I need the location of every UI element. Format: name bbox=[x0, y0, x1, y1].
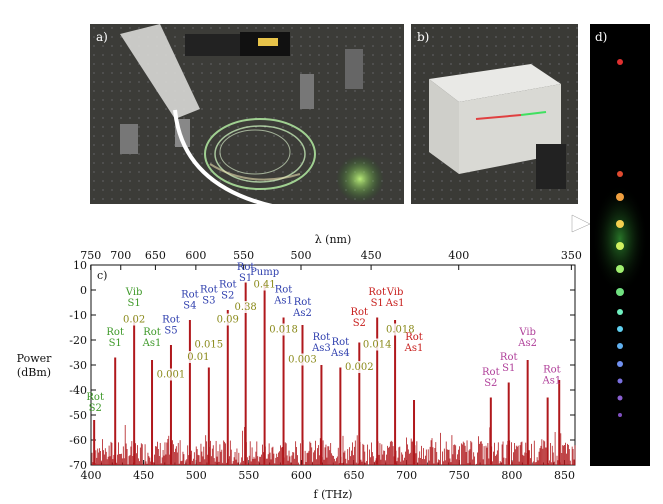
line-label: Rot S1 bbox=[237, 262, 255, 284]
top-tick-label: 450 bbox=[361, 249, 382, 262]
panel-c-label: c) bbox=[97, 269, 107, 282]
value-label-bg bbox=[212, 313, 243, 326]
top-tick-label: 700 bbox=[110, 249, 131, 262]
connector-arrow bbox=[173, 109, 576, 225]
line-label: Rot As4 bbox=[330, 337, 350, 359]
top-tick-label: 750 bbox=[80, 249, 101, 262]
line-label: Rot As1 bbox=[273, 285, 293, 307]
top-tick-label: 650 bbox=[145, 249, 166, 262]
y-tick-label: -60 bbox=[69, 434, 87, 447]
line-label: Rot As2 bbox=[292, 297, 312, 319]
x-tick-label: 750 bbox=[449, 469, 470, 482]
x-axis-label: f (THz) bbox=[314, 488, 353, 501]
line-label: Rot S5 bbox=[162, 315, 180, 337]
y-tick-label: -70 bbox=[69, 459, 87, 472]
value-label-bg bbox=[344, 361, 375, 373]
enclosure-illustration bbox=[411, 24, 578, 204]
spectrum-dots-illustration bbox=[592, 59, 648, 417]
photo-b-enclosure: b) bbox=[411, 24, 578, 204]
line-label: Rot As3 bbox=[311, 332, 331, 354]
x-tick-label: 400 bbox=[81, 469, 102, 482]
x-tick-label: 450 bbox=[133, 469, 154, 482]
panel-b-label: b) bbox=[417, 30, 430, 44]
line-label: Rot S2 bbox=[351, 307, 369, 329]
top-tick-label: 600 bbox=[185, 249, 206, 262]
line-label: Rot S2 bbox=[482, 367, 500, 389]
value-label-bg bbox=[268, 323, 299, 336]
value-label-bg bbox=[385, 323, 416, 336]
line-label: Rot S1 bbox=[500, 352, 518, 374]
line-label: Pump bbox=[250, 267, 279, 278]
line-label: Rot S2 bbox=[86, 392, 104, 414]
y-tick-label: 0 bbox=[80, 284, 87, 297]
x-tick-label: 650 bbox=[344, 469, 365, 482]
line-label: 0.09 bbox=[217, 315, 239, 326]
line-label: 0.001 bbox=[157, 370, 186, 381]
line-label: Rot S2 bbox=[219, 280, 237, 302]
y-tick-label: 10 bbox=[73, 259, 87, 272]
line-label: Vib As1 bbox=[385, 287, 405, 309]
line-label: Rot S4 bbox=[181, 290, 199, 312]
y-tick-label: -30 bbox=[69, 359, 87, 372]
line-label: 0.015 bbox=[195, 340, 224, 351]
value-label-bg bbox=[119, 313, 150, 326]
panel-a-label: a) bbox=[96, 30, 108, 44]
line-label: Vib S1 bbox=[125, 287, 143, 309]
line-label: Rot S1 bbox=[368, 287, 386, 309]
line-label: Rot As1 bbox=[142, 327, 162, 349]
top-tick-label: 400 bbox=[448, 249, 469, 262]
line-label: Rot S1 bbox=[106, 327, 124, 349]
x-tick-label: 600 bbox=[291, 469, 312, 482]
y-tick-label: -40 bbox=[69, 384, 87, 397]
line-label: 0.018 bbox=[386, 325, 415, 336]
line-label: 0.002 bbox=[345, 362, 374, 373]
x-tick-label: 550 bbox=[238, 469, 259, 482]
top-tick-label: 550 bbox=[233, 249, 254, 262]
value-label-bg bbox=[230, 301, 261, 313]
line-label: Rot As1 bbox=[404, 332, 424, 354]
chart-bars bbox=[91, 282, 576, 465]
value-label-bg bbox=[287, 353, 318, 366]
line-label: 0.003 bbox=[288, 355, 317, 366]
line-label: Vib As2 bbox=[517, 327, 537, 349]
line-label: 0.018 bbox=[269, 325, 298, 336]
photo-d-spectrum-dots: d) bbox=[590, 24, 650, 466]
line-label: Rot As1 bbox=[541, 365, 561, 387]
x-tick-label: 700 bbox=[396, 469, 417, 482]
connector-arrowhead bbox=[571, 214, 591, 233]
line-label: Rot S3 bbox=[200, 285, 218, 307]
y-tick-label: -10 bbox=[69, 309, 87, 322]
line-label: 0.01 bbox=[187, 352, 209, 363]
top-axis-label: λ (nm) bbox=[315, 233, 352, 246]
value-label-bg bbox=[193, 338, 224, 351]
y-axis-label: Power (dBm) bbox=[17, 352, 53, 379]
value-label-bg bbox=[249, 278, 280, 291]
x-tick-label: 800 bbox=[501, 469, 522, 482]
line-label: 0.02 bbox=[123, 315, 145, 326]
value-label-bg bbox=[183, 351, 214, 363]
y-tick-label: -50 bbox=[69, 409, 87, 422]
line-label: 0.38 bbox=[235, 302, 257, 313]
value-label-bg bbox=[362, 338, 393, 351]
line-label: 0.014 bbox=[363, 340, 392, 351]
top-tick-label: 500 bbox=[290, 249, 311, 262]
line-label: 0.41 bbox=[253, 280, 275, 291]
panel-d-label: d) bbox=[595, 30, 608, 44]
value-label-bg bbox=[155, 368, 186, 381]
top-tick-label: 350 bbox=[561, 249, 582, 262]
x-tick-label: 850 bbox=[554, 469, 575, 482]
y-tick-label: -20 bbox=[69, 334, 87, 347]
x-tick-label: 500 bbox=[186, 469, 207, 482]
